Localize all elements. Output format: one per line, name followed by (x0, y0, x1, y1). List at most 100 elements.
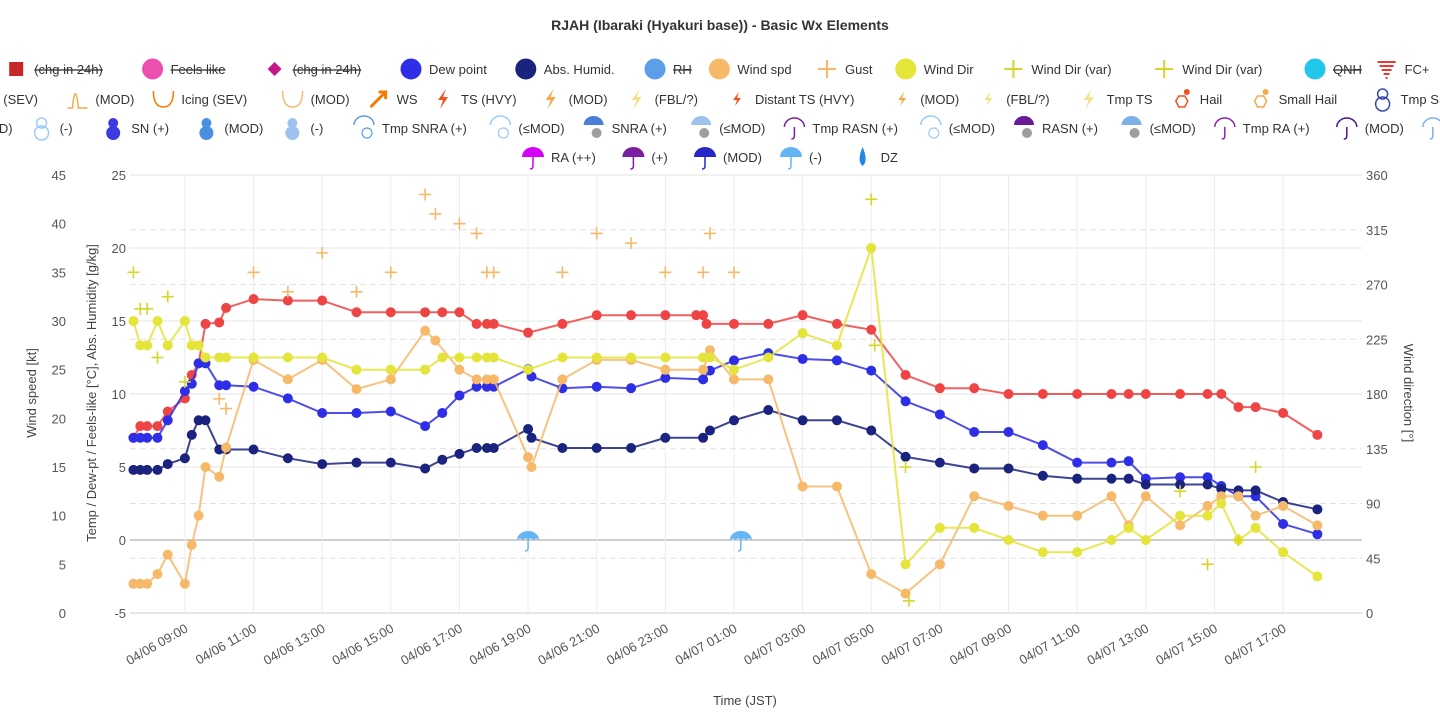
legend-bolt-icon (1083, 89, 1094, 109)
series-temp (128, 294, 1323, 443)
legend-item[interactable]: QNH (1304, 58, 1362, 80)
legend-item[interactable]: (-) (780, 147, 822, 170)
data-point (282, 393, 293, 404)
legend-item[interactable]: (MOD) (694, 147, 762, 170)
data-point (523, 452, 534, 463)
legend-item[interactable]: (-) (33, 117, 73, 141)
legend-item[interactable]: Feels like (142, 58, 226, 80)
legend-item[interactable]: (-) (1422, 117, 1440, 140)
legend-item[interactable]: Tmp RASN (+) (783, 117, 898, 140)
series-wind-dir-var (127, 193, 1262, 607)
y-tick-label-temp: 20 (112, 241, 126, 256)
legend-item[interactable]: RA (++) (522, 147, 596, 170)
legend-item[interactable]: DZ (859, 147, 898, 166)
data-point-cross (453, 217, 466, 230)
legend-item[interactable]: (MOD) (0, 118, 13, 140)
data-point (1202, 389, 1213, 399)
x-tick-label: 04/07 09:00 (947, 621, 1014, 668)
data-point (1123, 389, 1134, 399)
data-point-cross (625, 237, 638, 250)
legend-item-label: (≤MOD) (719, 121, 765, 136)
legend-item[interactable]: RASN (+) (1014, 116, 1098, 138)
legend-item[interactable]: Wind Dir (var) (1004, 60, 1112, 78)
data-point (660, 364, 671, 375)
legend-item-label: (-) (310, 121, 323, 136)
legend-item[interactable]: Small Hail (1253, 89, 1338, 108)
legend-item[interactable]: Abs. Humid. (515, 58, 615, 80)
legend-bolt-icon (438, 89, 448, 109)
legend-item[interactable]: WS (369, 90, 418, 109)
legend-snowman-icon (35, 117, 48, 129)
data-point (660, 372, 671, 383)
y-axis-right-title: Wind direction [°] (1401, 344, 1416, 442)
y-tick-label-wind-speed: 45 (52, 168, 66, 183)
legend-item-icon (895, 58, 917, 80)
x-tick-label: 04/07 15:00 (1153, 621, 1220, 668)
data-point (626, 310, 637, 321)
legend-item-label: RASN (+) (1042, 121, 1098, 136)
legend-item[interactable]: (chg in 24h) (9, 62, 103, 77)
data-point (1123, 522, 1134, 533)
legend-item[interactable]: SNRA (+) (583, 116, 667, 138)
legend-item[interactable]: TS (HVY) (438, 89, 517, 109)
legend-item[interactable]: (≤MOD) (691, 116, 765, 138)
legend-item[interactable]: (MOD) (898, 92, 959, 107)
data-point (152, 569, 163, 580)
x-tick-label: 04/07 01:00 (673, 621, 740, 668)
data-point (248, 444, 259, 455)
data-point (728, 415, 739, 426)
legend-item-icon (142, 58, 164, 80)
legend-snowman-icon (1376, 88, 1389, 100)
legend-item[interactable]: (≤MOD) (920, 115, 995, 139)
legend-item[interactable]: (-) (285, 118, 323, 140)
legend-item[interactable]: Gust (818, 60, 873, 78)
y-axis-left-outer-title: Wind speed [kt] (24, 348, 39, 438)
legend-item[interactable]: (MOD) (199, 118, 263, 140)
legend-item-icon (1422, 117, 1440, 140)
legend-item[interactable]: (+) (622, 147, 668, 170)
y-tick-label-wind-dir: 45 (1366, 551, 1380, 566)
data-point (1312, 529, 1323, 540)
legend-item[interactable]: Dew point (400, 58, 487, 80)
legend-item[interactable]: Tmp SN (+) (1374, 88, 1440, 112)
legend-item[interactable]: Wind spd (708, 58, 792, 80)
data-point-cross (1249, 461, 1262, 473)
legend-item[interactable]: (≤MOD) (489, 115, 565, 139)
legend-item-label: Tmp TS (1107, 92, 1153, 107)
legend-item[interactable]: (MOD) (1336, 117, 1404, 140)
legend-item[interactable]: Tmp TS (1083, 89, 1153, 109)
data-point (969, 426, 980, 437)
legend-item[interactable]: RH (644, 58, 692, 80)
legend-item[interactable]: FC+ (1377, 61, 1430, 79)
data-point (214, 317, 225, 328)
legend-item[interactable]: Distant TS (HVY) (733, 92, 854, 107)
legend-umbrella-handle (787, 157, 792, 170)
legend-item[interactable]: (MOD) (281, 90, 350, 108)
legend-item-icon (1083, 89, 1094, 109)
legend-item-label: Distant TS (HVY) (755, 92, 854, 107)
legend-item[interactable]: (MOD) (545, 89, 608, 109)
data-point (420, 325, 431, 336)
legend-item[interactable]: Tmp RA (+) (1214, 117, 1310, 140)
data-point (142, 432, 153, 443)
legend-item[interactable]: Wind Dir (var) (1155, 60, 1262, 78)
data-point (1003, 535, 1014, 545)
legend-item[interactable]: (chg in 24h) (267, 62, 362, 77)
data-point (1202, 500, 1213, 511)
legend-item[interactable]: Icing (SEV) (152, 90, 247, 108)
legend-snowman-body (33, 125, 50, 141)
legend-item[interactable]: Turb (SEV) (0, 92, 38, 108)
data-point (1037, 470, 1048, 481)
x-tick-label: 04/06 23:00 (604, 621, 671, 668)
legend-item[interactable]: (MOD) (67, 92, 134, 109)
legend-item-label: (-) (60, 121, 73, 136)
legend-item[interactable]: Hail (1174, 89, 1223, 108)
data-point (454, 307, 465, 318)
legend-item[interactable]: (FBL/?) (984, 92, 1050, 107)
data-point-cross (590, 227, 603, 240)
legend-item[interactable]: SN (+) (106, 118, 169, 140)
legend-item[interactable]: Tmp SNRA (+) (353, 115, 467, 139)
legend-item[interactable]: Wind Dir (895, 58, 975, 80)
legend-item[interactable]: (≤MOD) (1121, 116, 1196, 138)
legend-item[interactable]: (FBL/?) (631, 89, 698, 109)
